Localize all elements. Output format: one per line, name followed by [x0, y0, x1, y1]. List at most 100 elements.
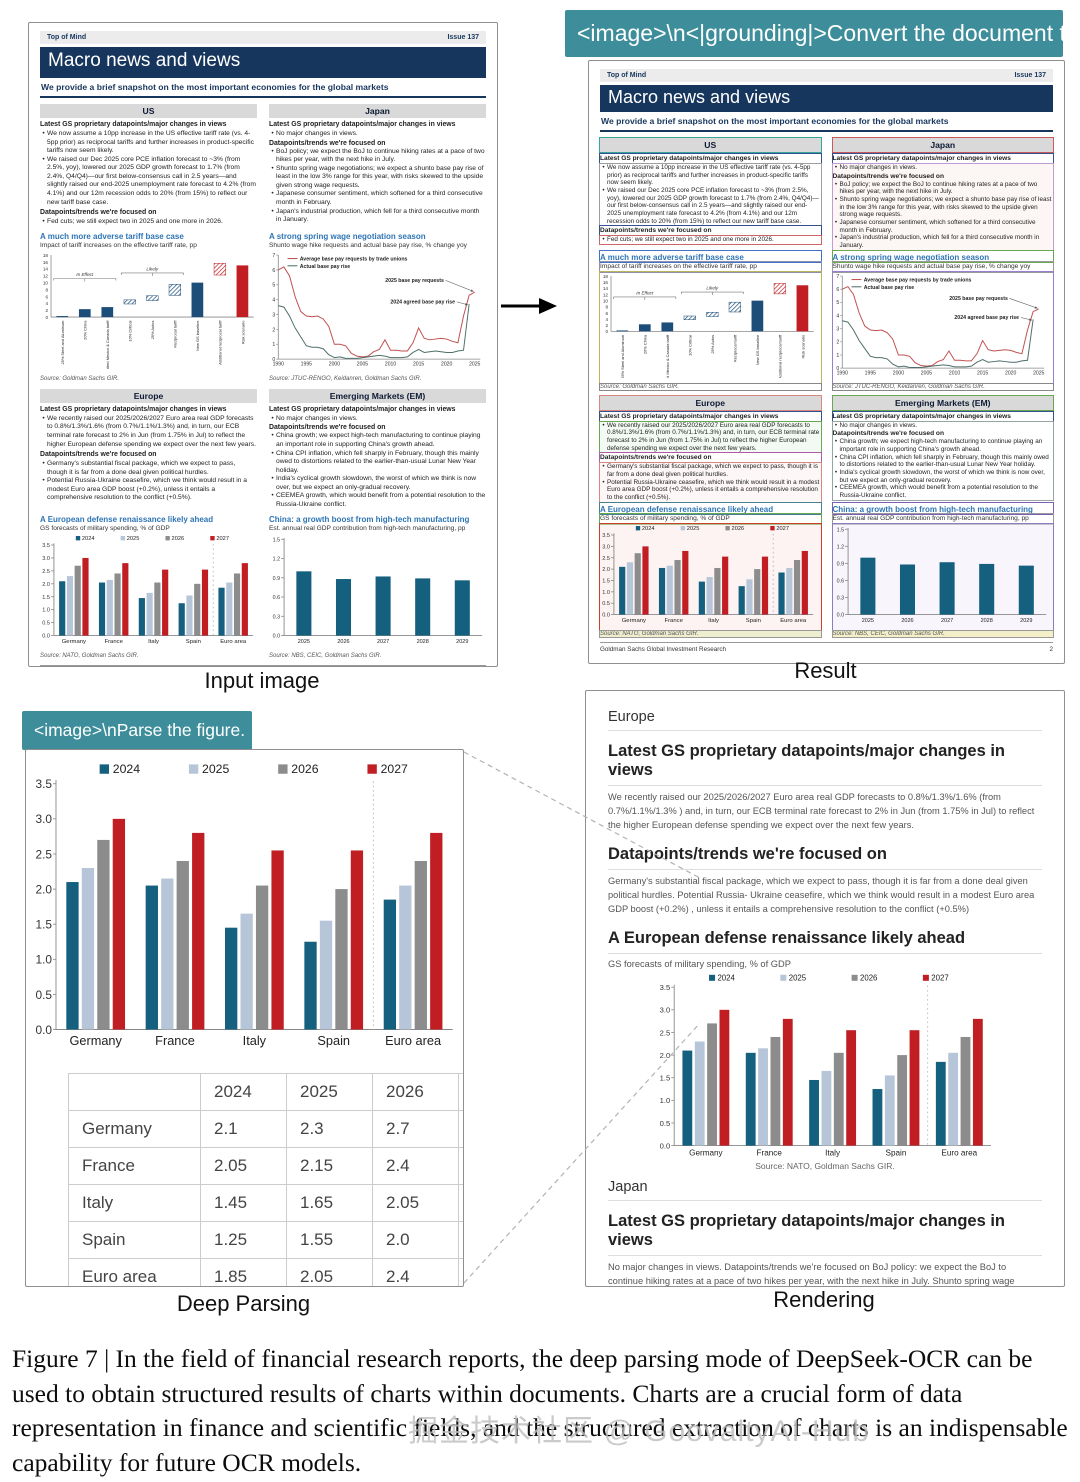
parse-prompt: <image>\nParse the figure. — [22, 711, 252, 750]
svg-text:France: France — [664, 618, 683, 624]
masthead-left: Top of Mind — [607, 72, 647, 79]
svg-text:2025: 2025 — [789, 973, 807, 982]
svg-text:1.0: 1.0 — [660, 1096, 671, 1105]
svg-text:2027: 2027 — [216, 536, 229, 542]
svg-text:3.5: 3.5 — [602, 533, 610, 539]
svg-text:Reciprocal tariff: Reciprocal tariff — [733, 334, 738, 362]
bullet-text: BoJ policy; we expect the BoJ to continu… — [839, 180, 1038, 196]
doc-footer: Goldman Sachs Global Investment Research… — [40, 664, 486, 666]
bullet-item: • Fed cuts; we still expect two in 2025 a… — [40, 218, 257, 227]
chart-subtitle: Impact of tariff increases on the effect… — [40, 241, 197, 249]
svg-text:France: France — [155, 1033, 195, 1048]
svg-text:2024: 2024 — [717, 973, 735, 982]
svg-text:2.0: 2.0 — [602, 567, 610, 573]
svg-text:0.3: 0.3 — [836, 595, 843, 601]
svg-text:0: 0 — [605, 329, 608, 334]
bullet-item: • Fed cuts; we still expect two in 2025 a… — [600, 236, 821, 244]
rendering-panel: Europe Latest GS proprietary datapoints/m… — [585, 690, 1065, 1287]
svg-text:10% Critical: 10% Critical — [688, 334, 693, 355]
chart-title: A strong spring wage negotiation season — [831, 249, 1054, 263]
svg-text:2027: 2027 — [940, 618, 952, 624]
svg-text:Italy: Italy — [708, 618, 719, 624]
svg-text:7: 7 — [836, 274, 839, 280]
svg-text:20% China: 20% China — [83, 320, 88, 340]
doc-heading: Datapoints/trends we're focused on — [832, 172, 944, 180]
svg-text:Reciprocal tariff: Reciprocal tariff — [173, 319, 178, 347]
chart-subtitle: Shunto wage hike requests and actual bas… — [269, 241, 467, 249]
svg-text:0.0: 0.0 — [836, 612, 843, 618]
svg-text:New GS baseline: New GS baseline — [755, 334, 760, 365]
svg-text:Additional reciprocal tariff: Additional reciprocal tariff — [778, 334, 783, 378]
svg-text:Actual base pay rise: Actual base pay rise — [863, 285, 914, 291]
svg-text:8: 8 — [45, 287, 48, 292]
bullet-item: • China growth; we expect high-tech manuf… — [269, 432, 486, 449]
masthead-left: Top of Mind — [47, 34, 87, 41]
chart-box-tariff: 0 2 4 6 8 10 12 14 16 18 25% Steel and Aluminum 20%… — [40, 251, 257, 374]
table-cell: 2.3 — [286, 1110, 373, 1148]
svg-text:2000: 2000 — [329, 361, 340, 367]
svg-text:4: 4 — [272, 297, 275, 303]
table-cell: 3.0 — [458, 1110, 463, 1148]
bullet-item: • Potential Russia-Ukraine ceasefire, whi… — [40, 477, 257, 503]
table-cell: 2.05 — [372, 1184, 459, 1222]
bullet-dot: • — [271, 475, 274, 483]
chart-box-tariff: 0 2 4 6 8 10 12 14 16 18 25% Steel and Aluminum 20%… — [599, 270, 822, 388]
chart-box-defense: 0.0 0.5 1.0 1.5 2.0 2.5 3.0 3.5 2024 2025 2026 2027… — [40, 534, 257, 651]
svg-text:2025: 2025 — [469, 361, 480, 367]
svg-text:2.0: 2.0 — [42, 581, 50, 587]
bullet-item: • No major changes in views. — [833, 422, 1054, 430]
chart-box-china: 0.0 0.3 0.6 0.9 1.2 1.5 2025 2026 2027 2028 2029 — [269, 534, 486, 651]
chart-box-wage: 0 1 2 3 4 5 6 7 1990 1995 2000 2005 2010 2015 2020 2025… — [831, 270, 1054, 384]
svg-text:Germany: Germany — [689, 1148, 723, 1157]
section-europe: Europe Latest GS proprietary datapoints/m… — [40, 386, 257, 663]
svg-text:12: 12 — [603, 292, 609, 297]
svg-text:Risk scenario: Risk scenario — [800, 334, 805, 358]
chart-subtitle: Est. annual real GDP contribution from h… — [269, 524, 466, 532]
bullet-dot: • — [834, 234, 838, 242]
svg-text:2.5: 2.5 — [660, 1028, 671, 1037]
doc-subtitle: We provide a brief snapshot on the most … — [600, 112, 1053, 132]
text-block: • Germany's substantial fiscal package, w… — [40, 460, 257, 503]
bullet-text: Fed cuts; we still expect two in 2025 an… — [607, 236, 774, 244]
grounding-prompt: <image>\n<|grounding|>Convert the docume… — [565, 10, 1080, 57]
svg-text:In Effect: In Effect — [76, 272, 94, 277]
bullet-dot: • — [271, 164, 274, 172]
bullet-item: • Japanese consumer sentiment, which soft… — [833, 219, 1054, 234]
svg-text:0.0: 0.0 — [42, 633, 50, 639]
bullet-text: Japanese consumer sentiment, which softe… — [839, 219, 1036, 234]
masthead-right: Issue 137 — [447, 34, 479, 41]
table-cell: 1.25 — [200, 1221, 287, 1259]
svg-text:France: France — [757, 1148, 783, 1157]
bullet-item: • We now assume a 10pp increase in the US… — [600, 164, 821, 187]
svg-text:Limited Mexico & Canada tariff: Limited Mexico & Canada tariff — [105, 319, 110, 368]
svg-text:2: 2 — [836, 339, 839, 345]
bullet-item: • We recently raised our 2025/2026/2027 E… — [600, 422, 821, 453]
bullet-dot: • — [42, 130, 45, 137]
render-h3: A European defense renaissance likely ah… — [608, 922, 1042, 954]
section-header: Europe — [40, 388, 257, 403]
table-cell: 2.55 — [458, 1221, 463, 1259]
section-emerging-markets-em-: Emerging Markets (EM) Latest GS proprieta… — [269, 386, 486, 663]
table-row-label: France — [68, 1147, 201, 1185]
bullet-item: • Shunto spring wage negotiations; we exp… — [269, 165, 486, 191]
masthead-right: Issue 137 — [1014, 72, 1046, 79]
svg-text:10% Critical: 10% Critical — [128, 320, 133, 341]
section-header: US — [599, 137, 822, 153]
svg-text:1.0: 1.0 — [602, 590, 610, 596]
bullet-dot: • — [834, 196, 838, 204]
svg-text:Germany: Germany — [62, 638, 86, 644]
chart-source: Source: NATO, Goldman Sachs GIR. — [40, 652, 139, 659]
table-col-header: 2026 — [372, 1073, 459, 1111]
parsed-table: 2024202520262027Germany2.12.32.73.0Franc… — [68, 1073, 463, 1286]
svg-text:2015: 2015 — [976, 370, 987, 376]
svg-text:4: 4 — [605, 317, 608, 322]
bullet-text: We now assume a 10pp increase in the US … — [607, 164, 811, 187]
table-cell: 1.55 — [286, 1221, 373, 1259]
table-cell: 2.05 — [286, 1258, 373, 1286]
table-cell: 2.0 — [372, 1221, 459, 1259]
bullet-dot: • — [834, 453, 838, 461]
input-image-panel: Top of Mind Issue 137 Macro news and views… — [28, 22, 498, 667]
svg-text:3.0: 3.0 — [42, 556, 50, 562]
svg-text:3: 3 — [272, 312, 275, 318]
